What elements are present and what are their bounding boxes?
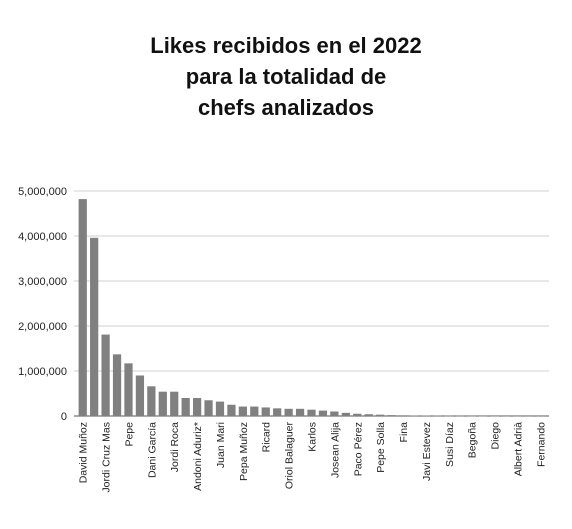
bar xyxy=(158,391,167,416)
x-tick-label: David Muñoz xyxy=(78,422,90,483)
chart-title-line-1: Likes recibidos en el 2022 xyxy=(150,33,422,58)
chart-title-line-3: chefs analizados xyxy=(197,95,375,120)
x-tick-label: Begoña xyxy=(467,422,479,458)
bar xyxy=(490,415,499,417)
bar xyxy=(330,411,339,416)
x-tick-label: Fernando xyxy=(535,422,547,467)
y-tick-label: 0 xyxy=(61,411,67,423)
bar xyxy=(478,415,488,417)
x-tick-label: Diego xyxy=(490,422,502,450)
bar xyxy=(410,415,419,417)
bar xyxy=(524,415,533,417)
bar xyxy=(501,415,511,417)
chart-title-line-2: para la totalidad de xyxy=(185,64,387,89)
y-tick-label: 4,000,000 xyxy=(18,231,67,243)
bar xyxy=(227,404,236,416)
x-tick-label: Andoni Aduriz* xyxy=(192,422,204,491)
bar xyxy=(170,391,179,416)
x-tick-label: Susi Díaz xyxy=(444,422,456,467)
bar xyxy=(78,199,87,416)
y-tick-label: 1,000,000 xyxy=(18,366,67,378)
bar xyxy=(318,410,328,416)
chart-title: Likes recibidos en el 2022 para la total… xyxy=(0,30,572,123)
bar xyxy=(433,415,442,417)
bar xyxy=(273,408,282,416)
x-tick-label: Dani García xyxy=(146,422,158,478)
bar xyxy=(181,398,190,416)
bar xyxy=(295,408,305,416)
bar xyxy=(513,415,522,417)
bar xyxy=(135,375,145,416)
bar xyxy=(364,414,373,416)
bar xyxy=(467,415,476,417)
x-axis-tick-labels: David Muñoz Jordi Cruz Mas Pepe Dani García… xyxy=(78,422,548,493)
bar xyxy=(353,413,362,416)
x-tick-label: Karlos xyxy=(307,422,319,452)
bar xyxy=(101,334,110,416)
bar xyxy=(204,400,213,416)
bar xyxy=(250,406,259,416)
bar xyxy=(192,398,202,416)
y-tick-label: 5,000,000 xyxy=(18,186,67,198)
x-tick-label: Pepe xyxy=(123,422,135,447)
bar xyxy=(124,363,133,416)
bar xyxy=(215,401,225,416)
x-tick-label: Pepa Muñoz xyxy=(238,422,250,481)
x-tick-label: Oriol Balaguer xyxy=(284,422,296,490)
x-tick-label: Paco Pérez xyxy=(352,422,364,476)
x-tick-label: Pepe Solla xyxy=(375,422,387,473)
gridlines xyxy=(74,190,549,417)
x-tick-label: Ricard xyxy=(261,422,273,453)
bars xyxy=(78,199,545,417)
x-tick-label: Fina xyxy=(398,422,410,443)
x-tick-label: Josean Alija xyxy=(329,422,341,478)
bar xyxy=(421,415,431,417)
x-tick-label: Javi Estevez xyxy=(421,422,433,481)
x-tick-label: Jordi Cruz Mas xyxy=(101,422,113,493)
y-axis-tick-labels: 0 1,000,000 2,000,000 3,000,000 4,000,000 5,0… xyxy=(18,186,67,423)
x-tick-label: Jordi Roca xyxy=(169,422,181,472)
y-tick-label: 3,000,000 xyxy=(18,276,67,288)
bar xyxy=(238,406,247,416)
y-tick-label: 2,000,000 xyxy=(18,321,67,333)
x-tick-label: Juan Mari xyxy=(215,422,227,468)
bar xyxy=(112,354,122,416)
bar xyxy=(536,415,545,417)
bar xyxy=(387,415,396,416)
bar xyxy=(376,414,385,416)
bar xyxy=(341,412,350,416)
bar xyxy=(456,415,465,417)
bar xyxy=(261,407,270,416)
bar xyxy=(398,415,408,416)
bar xyxy=(284,408,293,416)
bar xyxy=(90,237,99,416)
bar xyxy=(444,415,453,417)
x-tick-label: Albert Adrià xyxy=(512,422,524,476)
bar xyxy=(307,409,316,416)
bar xyxy=(147,386,156,416)
